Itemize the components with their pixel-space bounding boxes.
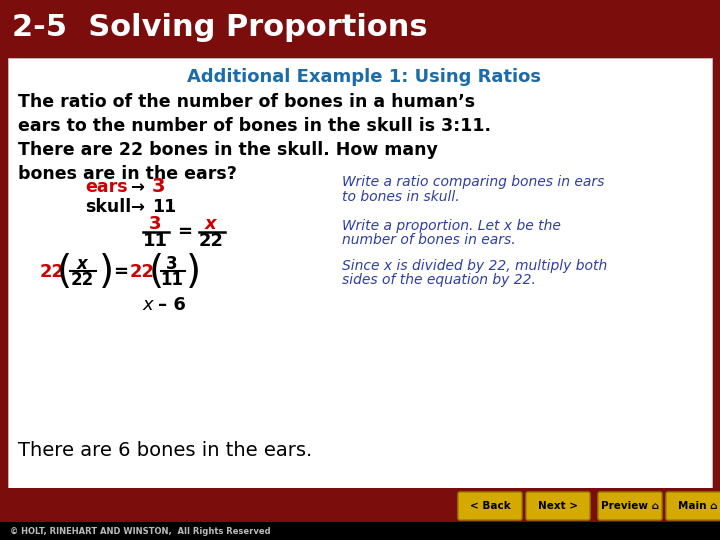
Bar bbox=[0, 0, 720, 55]
Text: 22: 22 bbox=[40, 263, 65, 281]
Text: x: x bbox=[143, 296, 153, 314]
Text: x: x bbox=[76, 255, 87, 273]
Text: =: = bbox=[113, 263, 128, 281]
Text: 22: 22 bbox=[199, 232, 223, 250]
FancyBboxPatch shape bbox=[458, 492, 522, 520]
Text: 11: 11 bbox=[152, 198, 176, 216]
Text: 22: 22 bbox=[71, 271, 94, 289]
Text: ears to the number of bones in the skull is 3:11.: ears to the number of bones in the skull… bbox=[18, 117, 491, 135]
Text: Main ⌂: Main ⌂ bbox=[678, 501, 718, 511]
Text: 11: 11 bbox=[143, 232, 168, 250]
Text: (: ( bbox=[149, 253, 164, 291]
Text: Write a proportion. Let x be the: Write a proportion. Let x be the bbox=[342, 219, 561, 233]
Text: < Back: < Back bbox=[469, 501, 510, 511]
Text: to bones in skull.: to bones in skull. bbox=[342, 190, 459, 204]
Text: Additional Example 1: Using Ratios: Additional Example 1: Using Ratios bbox=[187, 68, 541, 86]
Text: ): ) bbox=[99, 253, 114, 291]
FancyBboxPatch shape bbox=[598, 492, 662, 520]
Text: 3: 3 bbox=[166, 255, 178, 273]
Text: 2-5  Solving Proportions: 2-5 Solving Proportions bbox=[12, 14, 428, 43]
Text: 11: 11 bbox=[161, 271, 184, 289]
Text: © HOLT, RINEHART AND WINSTON,  All Rights Reserved: © HOLT, RINEHART AND WINSTON, All Rights… bbox=[10, 526, 271, 536]
Text: →: → bbox=[130, 178, 144, 196]
Text: ): ) bbox=[186, 253, 201, 291]
Text: =: = bbox=[178, 223, 192, 241]
Text: →: → bbox=[130, 198, 144, 216]
Text: skull: skull bbox=[85, 198, 131, 216]
FancyBboxPatch shape bbox=[526, 492, 590, 520]
Text: (: ( bbox=[57, 253, 72, 291]
Text: – 6: – 6 bbox=[158, 296, 186, 314]
Text: Next >: Next > bbox=[538, 501, 578, 511]
Text: number of bones in ears.: number of bones in ears. bbox=[342, 233, 516, 247]
Text: bones are in the ears?: bones are in the ears? bbox=[18, 165, 237, 183]
Text: Write a ratio comparing bones in ears: Write a ratio comparing bones in ears bbox=[342, 175, 604, 189]
Text: x: x bbox=[205, 215, 217, 233]
Text: Preview ⌂: Preview ⌂ bbox=[601, 501, 659, 511]
Text: There are 22 bones in the skull. How many: There are 22 bones in the skull. How man… bbox=[18, 141, 438, 159]
Bar bbox=[0, 522, 720, 540]
Bar bbox=[8, 58, 712, 488]
Bar bbox=[0, 488, 720, 522]
Text: The ratio of the number of bones in a human’s: The ratio of the number of bones in a hu… bbox=[18, 93, 475, 111]
Text: sides of the equation by 22.: sides of the equation by 22. bbox=[342, 273, 536, 287]
FancyBboxPatch shape bbox=[666, 492, 720, 520]
Text: 3: 3 bbox=[152, 178, 166, 197]
Text: There are 6 bones in the ears.: There are 6 bones in the ears. bbox=[18, 441, 312, 460]
Text: ears: ears bbox=[85, 178, 127, 196]
Text: Since x is divided by 22, multiply both: Since x is divided by 22, multiply both bbox=[342, 259, 607, 273]
Text: 22: 22 bbox=[130, 263, 155, 281]
Text: 3: 3 bbox=[149, 215, 161, 233]
